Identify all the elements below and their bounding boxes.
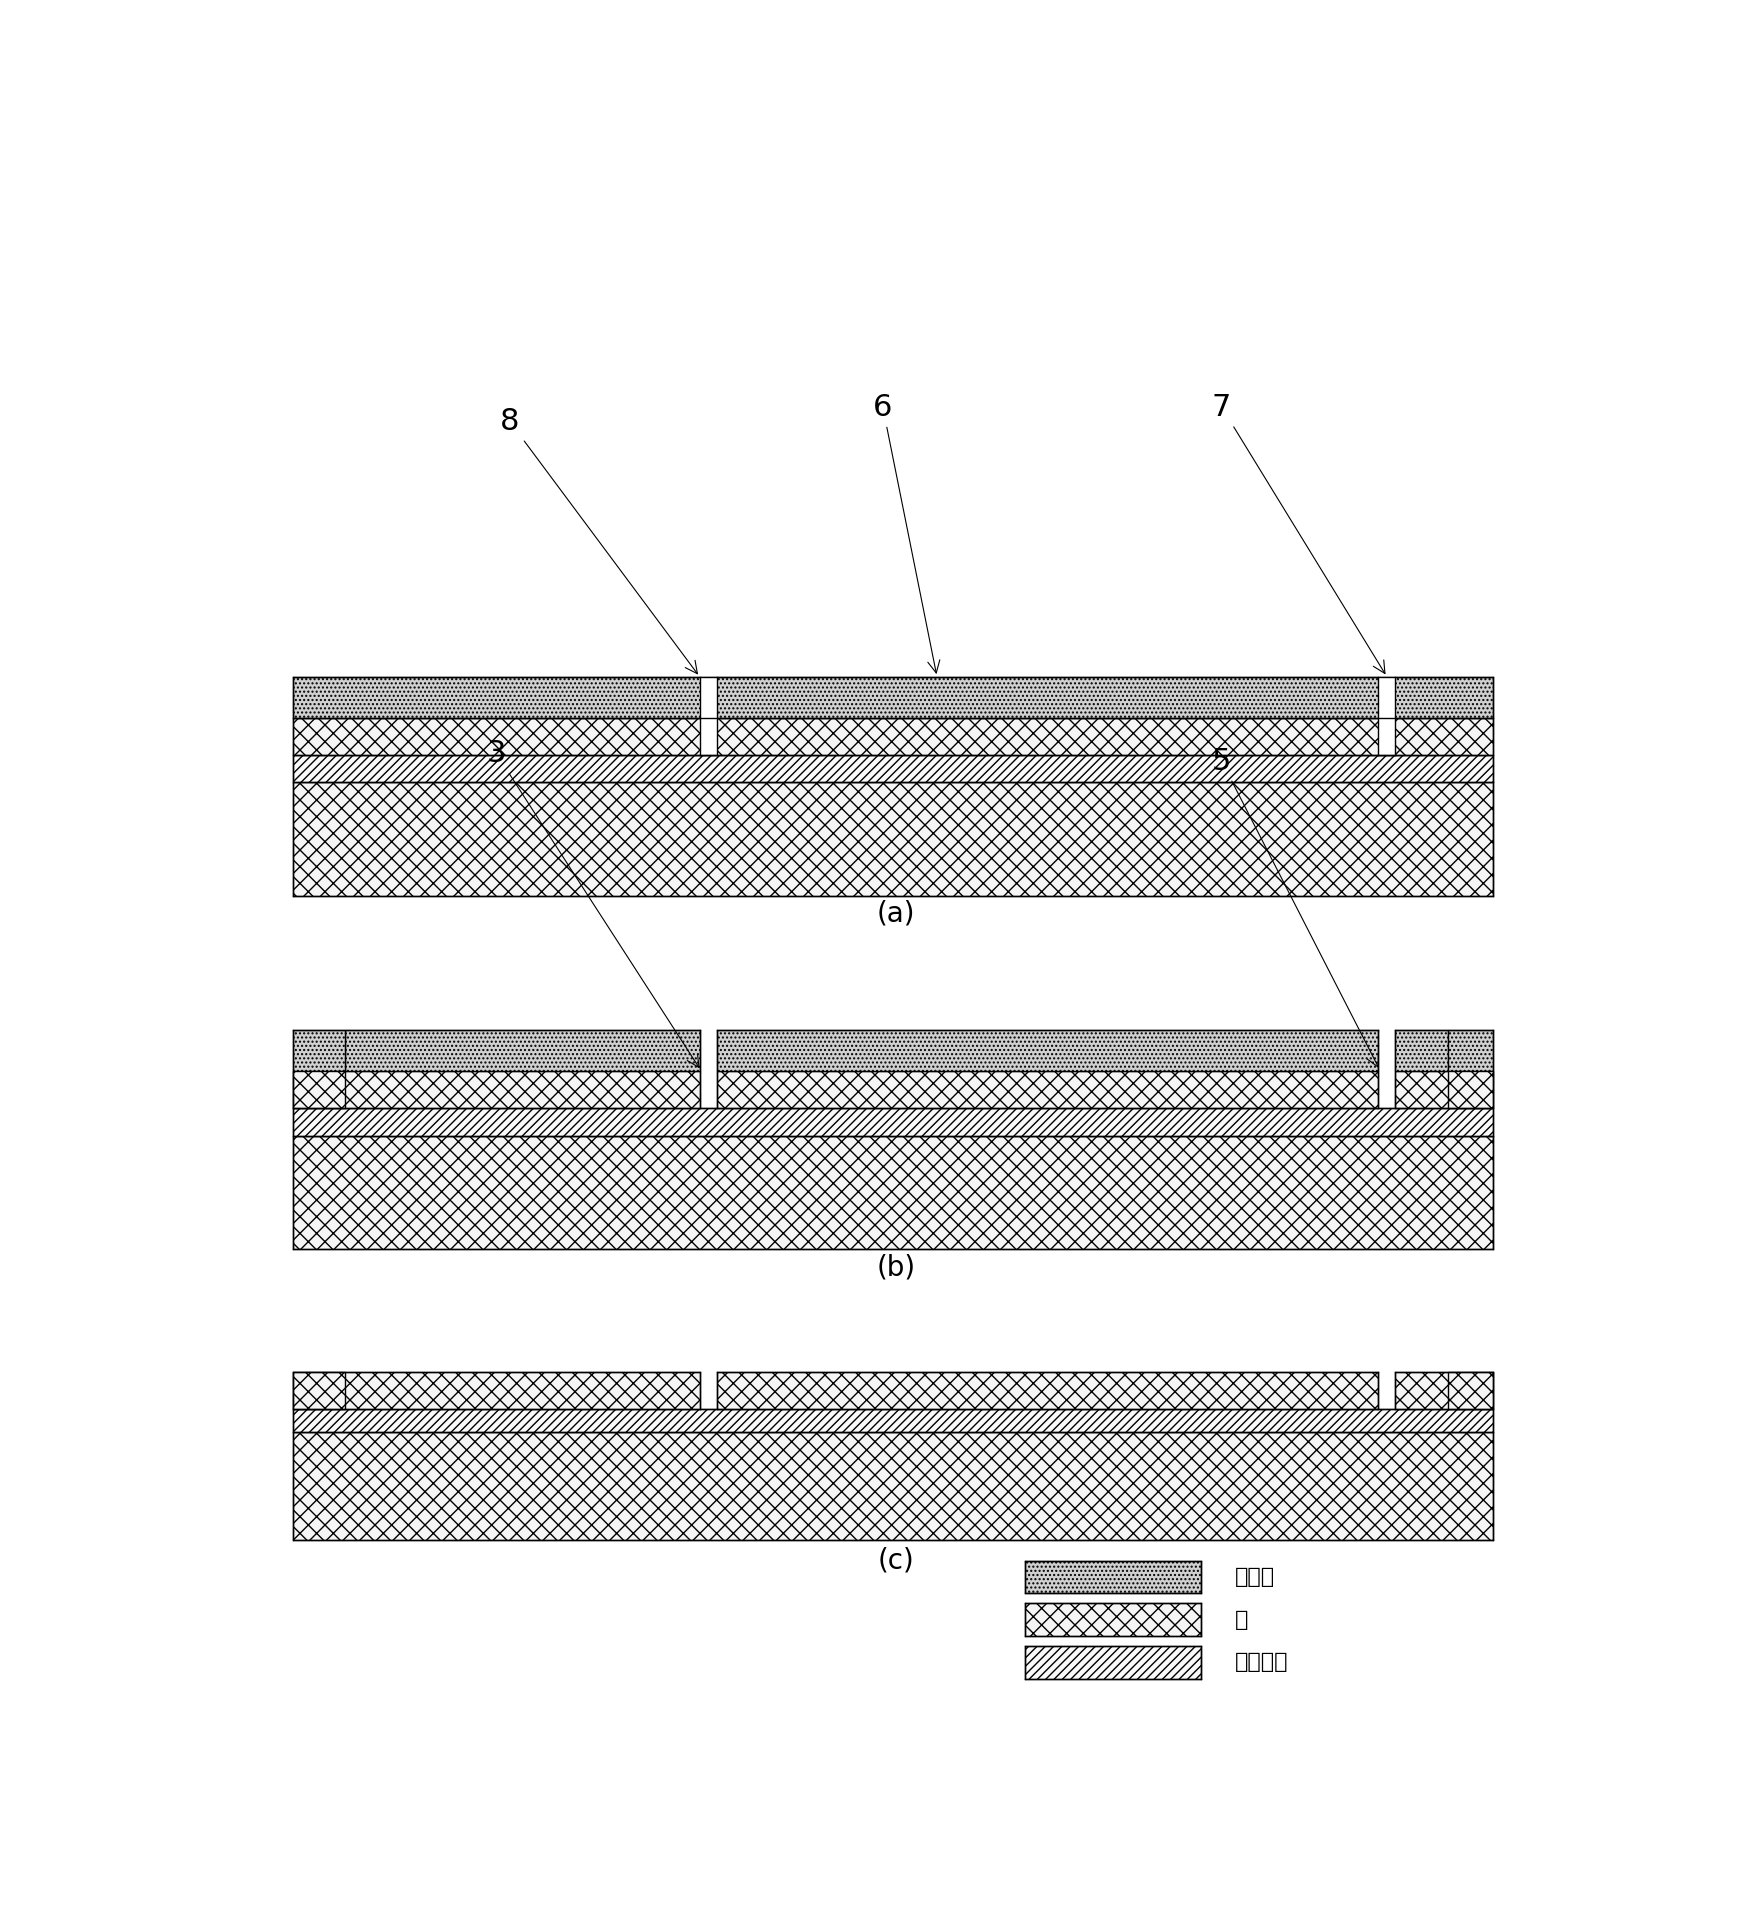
- Bar: [1447, 1071, 1493, 1107]
- Bar: [294, 1071, 344, 1107]
- Bar: [294, 1107, 1493, 1136]
- Bar: [294, 1372, 699, 1408]
- Bar: [294, 1031, 344, 1071]
- Text: 3: 3: [486, 740, 699, 1067]
- Text: 8: 8: [500, 408, 697, 674]
- Text: 光刻胶: 光刻胶: [1234, 1567, 1274, 1586]
- Bar: [717, 1031, 1377, 1071]
- Bar: [294, 1433, 1493, 1540]
- Bar: [294, 782, 1493, 897]
- Bar: [294, 718, 1493, 755]
- Bar: [717, 1071, 1377, 1107]
- Bar: [1447, 1372, 1493, 1408]
- Bar: [1024, 1646, 1201, 1678]
- Bar: [1395, 1372, 1493, 1408]
- Bar: [294, 755, 1493, 782]
- Bar: [717, 1372, 1377, 1408]
- Bar: [294, 1136, 1493, 1249]
- Text: (b): (b): [876, 1253, 916, 1282]
- Text: (c): (c): [877, 1546, 914, 1575]
- Bar: [1447, 1031, 1493, 1071]
- Text: 6: 6: [872, 393, 939, 673]
- Bar: [344, 1031, 699, 1071]
- Bar: [294, 1408, 1493, 1433]
- Text: 5: 5: [1211, 747, 1377, 1067]
- Bar: [1377, 676, 1395, 755]
- Bar: [294, 1071, 699, 1107]
- Text: 二氧化硅: 二氧化硅: [1234, 1652, 1288, 1673]
- Bar: [699, 676, 717, 755]
- Text: 硅: 硅: [1234, 1609, 1248, 1631]
- Bar: [1024, 1604, 1201, 1636]
- Text: (a): (a): [876, 901, 916, 927]
- Bar: [1395, 1071, 1493, 1107]
- Bar: [294, 676, 1493, 718]
- Text: 7: 7: [1211, 393, 1384, 674]
- Bar: [294, 1372, 344, 1408]
- Bar: [1395, 1031, 1447, 1071]
- Bar: [1024, 1562, 1201, 1592]
